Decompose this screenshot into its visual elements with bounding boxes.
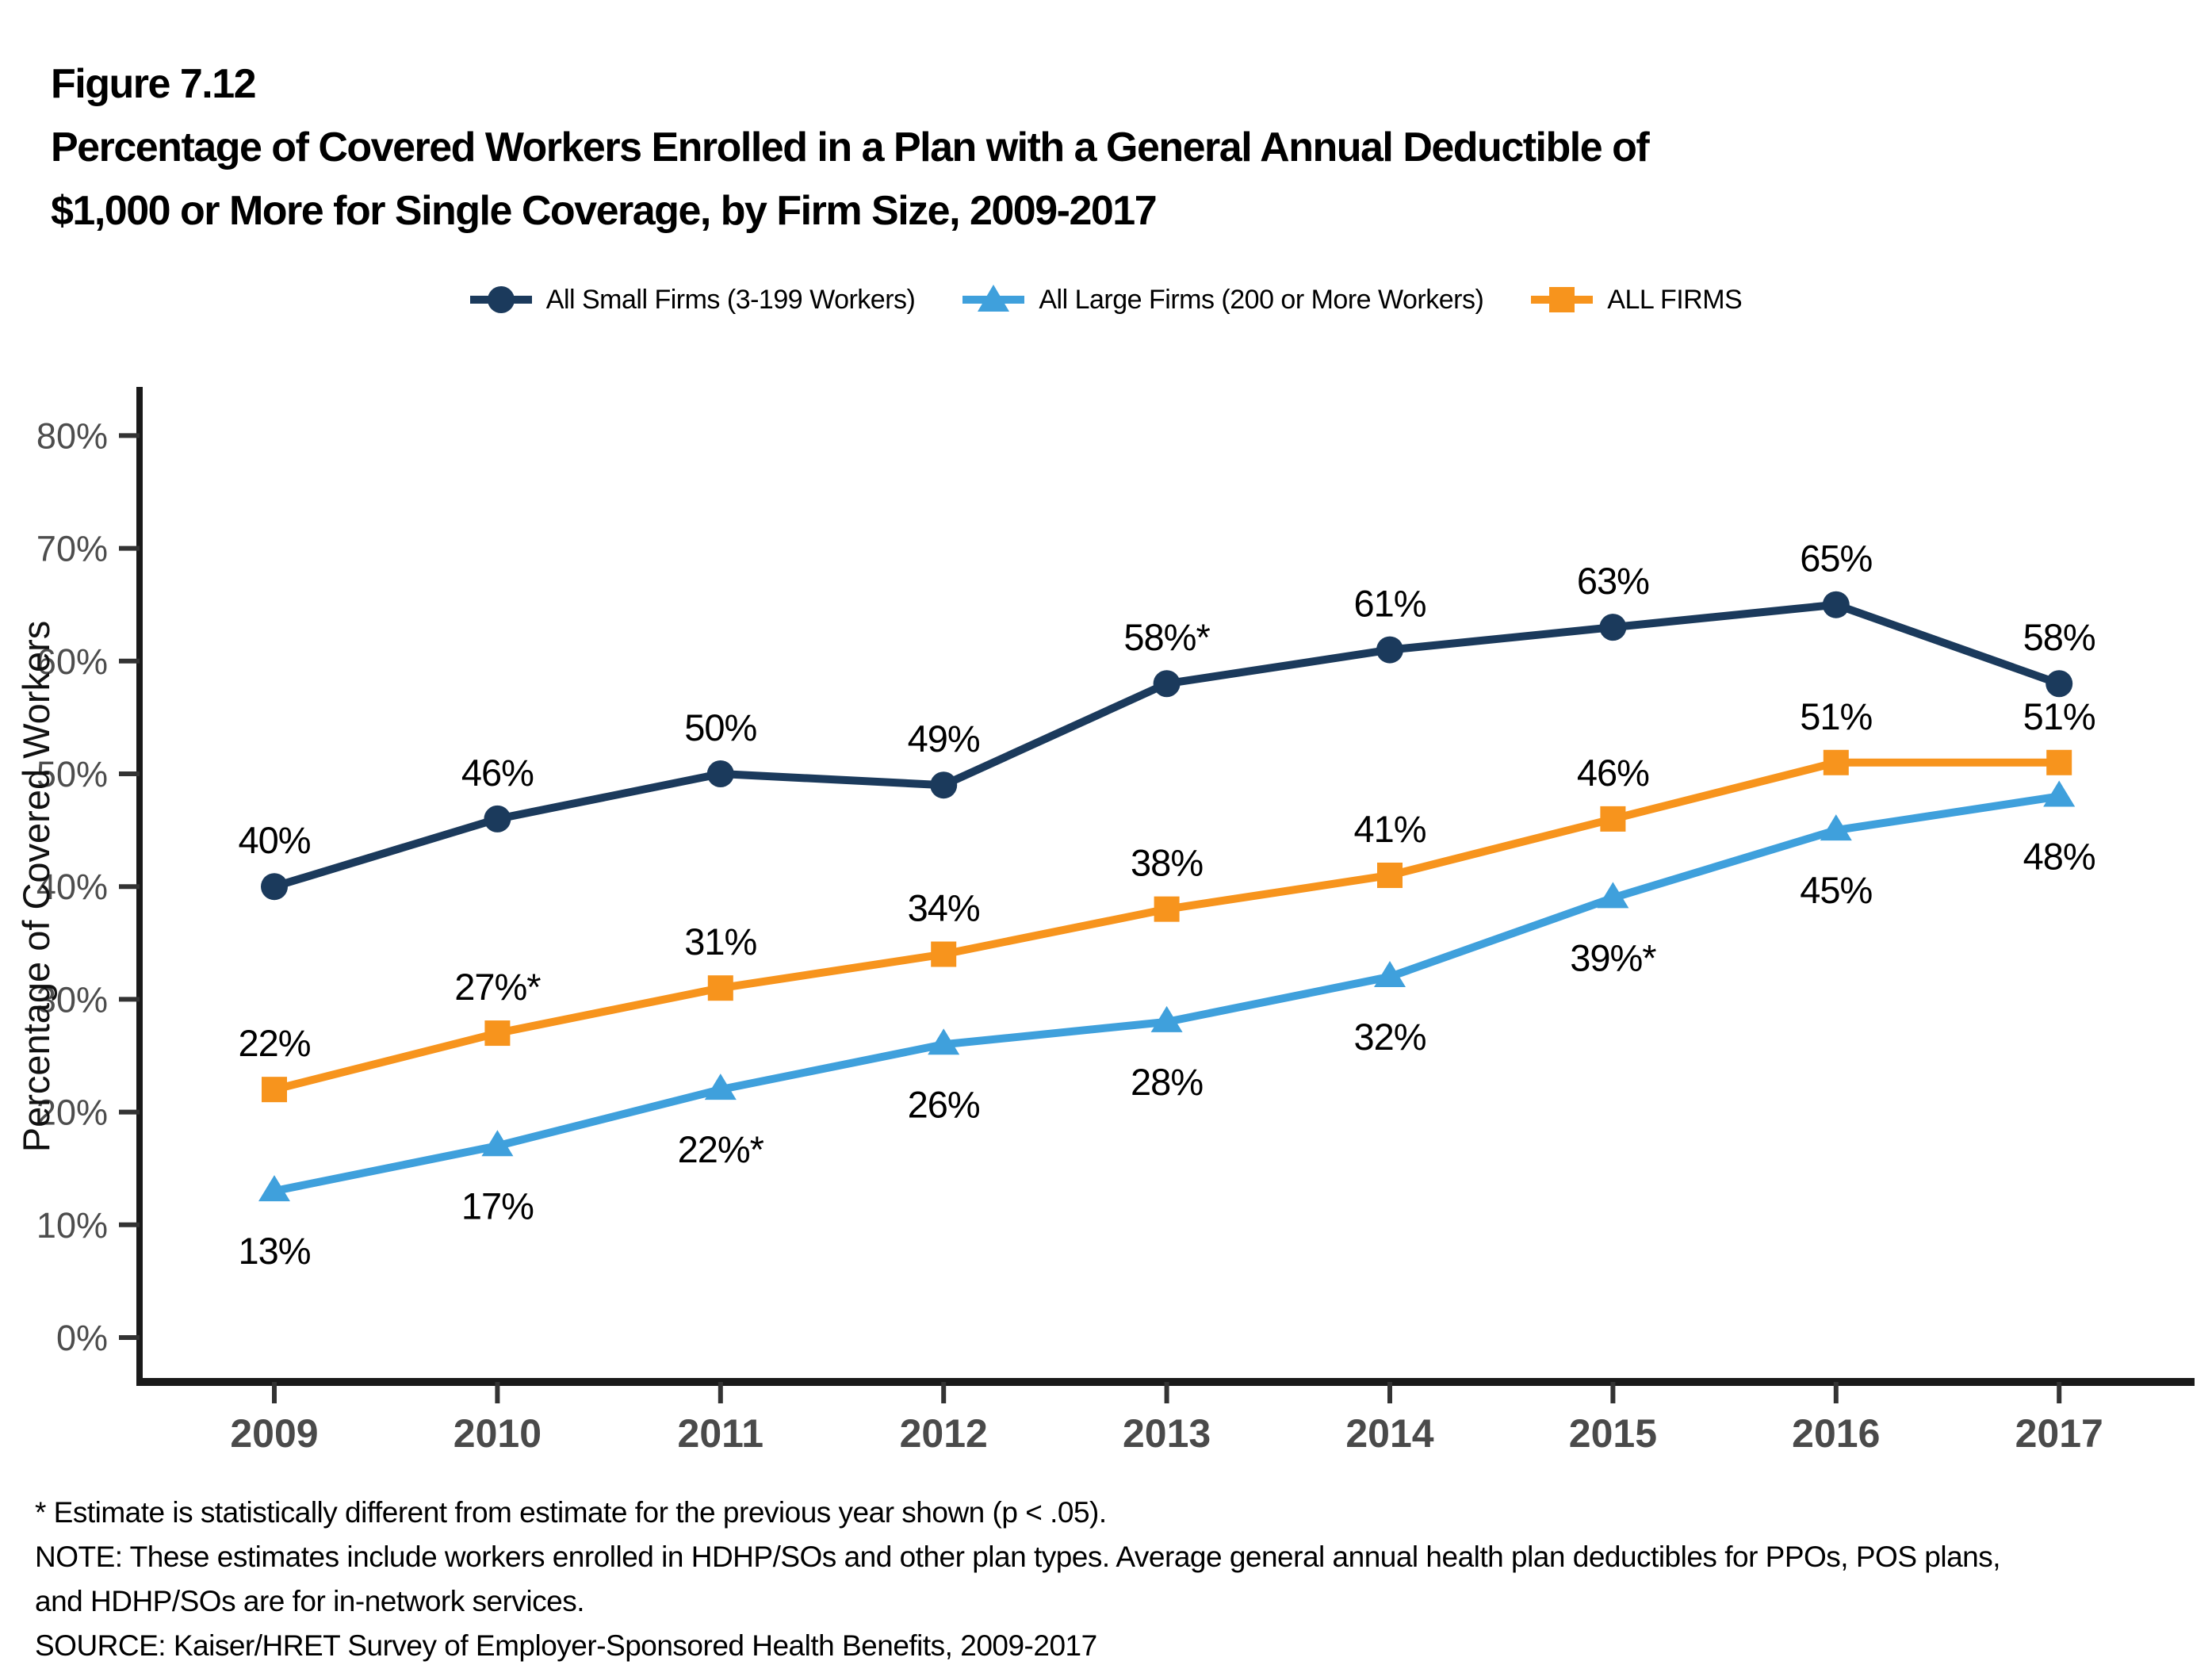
data-point-label: 49% [908,718,980,760]
data-point-label: 45% [1800,869,1872,911]
data-point [1599,614,1627,641]
data-point [704,1074,737,1100]
y-tick-label: 30% [36,979,108,1020]
footnote-source: SOURCE: Kaiser/HRET Survey of Employer-S… [35,1629,1097,1662]
legend-item-all-small-firms: All Small Firms (3-199 Workers) [469,282,916,317]
data-point-label: 46% [1577,752,1649,794]
title-block: Figure 7.12 Percentage of Covered Worker… [51,52,1650,243]
data-point [2046,670,2073,698]
y-tick-label: 20% [36,1093,108,1133]
data-point-label: 27%* [454,966,541,1008]
data-point-label: 46% [461,752,534,794]
data-point [481,1130,514,1157]
legend-item-all-large-firms: All Large Firms (200 or More Workers) [962,282,1484,317]
y-tick-label: 80% [36,415,108,456]
legend-label-all-small-firms: All Small Firms (3-199 Workers) [545,284,916,315]
data-point-label: 22%* [678,1128,764,1170]
data-point [1374,960,1406,987]
data-point-label: 34% [908,887,980,929]
x-tick-label: 2011 [678,1411,763,1456]
data-point [1823,749,1849,775]
figure-title-line2: $1,000 or More for Single Coverage, by F… [51,188,1158,234]
data-point [484,805,511,832]
data-point [1150,1005,1183,1032]
x-tick-label: 2009 [230,1411,318,1456]
data-point [262,1077,287,1103]
data-point [706,760,734,787]
legend: All Small Firms (3-199 Workers) All Larg… [0,282,2212,317]
data-point [1820,814,1852,841]
footnote-note-line1: NOTE: These estimates include workers en… [35,1541,2001,1573]
data-point-label: 31% [684,921,756,963]
x-tick-label: 2014 [1345,1411,1433,1456]
x-tick-label: 2017 [2015,1411,2103,1456]
data-point [1154,896,1180,922]
data-point-label: 22% [238,1022,310,1064]
legend-label-all-large-firms: All Large Firms (200 or More Workers) [1039,284,1484,315]
large-firms-triangle-marker-icon [962,285,1025,312]
data-point-label: 51% [2023,695,2095,737]
data-point-label: 40% [238,819,310,861]
data-point [707,975,733,1001]
series-all-small-firms: 40% 46% 50% 49% 58%* 61% 63% 65% 58% [238,538,2096,901]
x-tick-label: 2013 [1123,1411,1211,1456]
data-point-label: 58% [2023,616,2095,658]
data-point [484,1020,511,1047]
data-point-label: 51% [1800,695,1872,737]
data-point [928,1028,960,1055]
data-point [1153,670,1181,698]
footnote-note-line2: and HDHP/SOs are for in-network services… [35,1585,585,1617]
footnote-asterisk: * Estimate is statistically different fr… [35,1496,1107,1529]
figure-label: Figure 7.12 [51,61,257,107]
all-firms-square-marker-icon [1531,287,1594,312]
data-point-label: 48% [2023,835,2095,877]
x-tick-label: 2012 [900,1411,988,1456]
small-firms-circle-marker-icon [469,286,532,313]
data-point [931,941,957,967]
data-point [1600,806,1626,832]
data-point-label: 32% [1353,1016,1426,1058]
data-point [930,771,958,799]
series-all-firms: 22% 27%* 31% 34% 38% 41% 46% 51% 51% [238,695,2096,1103]
data-point-label: 39%* [1570,936,1656,978]
legend-item-all-firms: ALL FIRMS [1531,282,1743,317]
legend-label-all-firms: ALL FIRMS [1607,284,1743,315]
data-point-label: 41% [1353,808,1426,850]
y-tick-label: 70% [36,529,108,569]
x-tick-label: 2015 [1569,1411,1657,1456]
data-point-label: 38% [1131,842,1203,884]
y-tick-label: 60% [36,641,108,682]
data-point [2043,780,2076,807]
data-point-label: 13% [238,1230,310,1272]
data-point [1376,636,1403,664]
data-point-label: 26% [908,1083,980,1125]
data-point-label: 61% [1353,583,1426,625]
data-point-label: 28% [1131,1061,1203,1103]
data-point [2046,749,2072,775]
data-point [1597,882,1629,909]
data-point-label: 17% [461,1185,534,1227]
data-point [1822,591,1850,618]
y-tick-label: 40% [36,867,108,907]
x-tick-label: 2016 [1792,1411,1880,1456]
data-point-label: 63% [1577,560,1649,602]
figure-title-line1: Percentage of Covered Workers Enrolled i… [51,124,1650,170]
data-point-label: 58%* [1123,616,1210,658]
data-point [261,873,288,901]
y-axis-title: Percentage of Covered Workers [15,621,57,1153]
data-point [258,1175,290,1202]
y-tick-label: 0% [56,1318,108,1358]
footnotes: * Estimate is statistically different fr… [35,1491,2001,1665]
data-point-label: 50% [684,706,756,748]
y-tick-label: 10% [36,1205,108,1246]
x-tick-label: 2010 [453,1411,542,1456]
y-tick-label: 50% [36,754,108,794]
series-all-large-firms: 13% 17% 22%* 26% 28% 32% 39%* 45% 48% [238,780,2096,1272]
data-point-label: 65% [1800,538,1872,580]
data-point [1377,862,1403,888]
